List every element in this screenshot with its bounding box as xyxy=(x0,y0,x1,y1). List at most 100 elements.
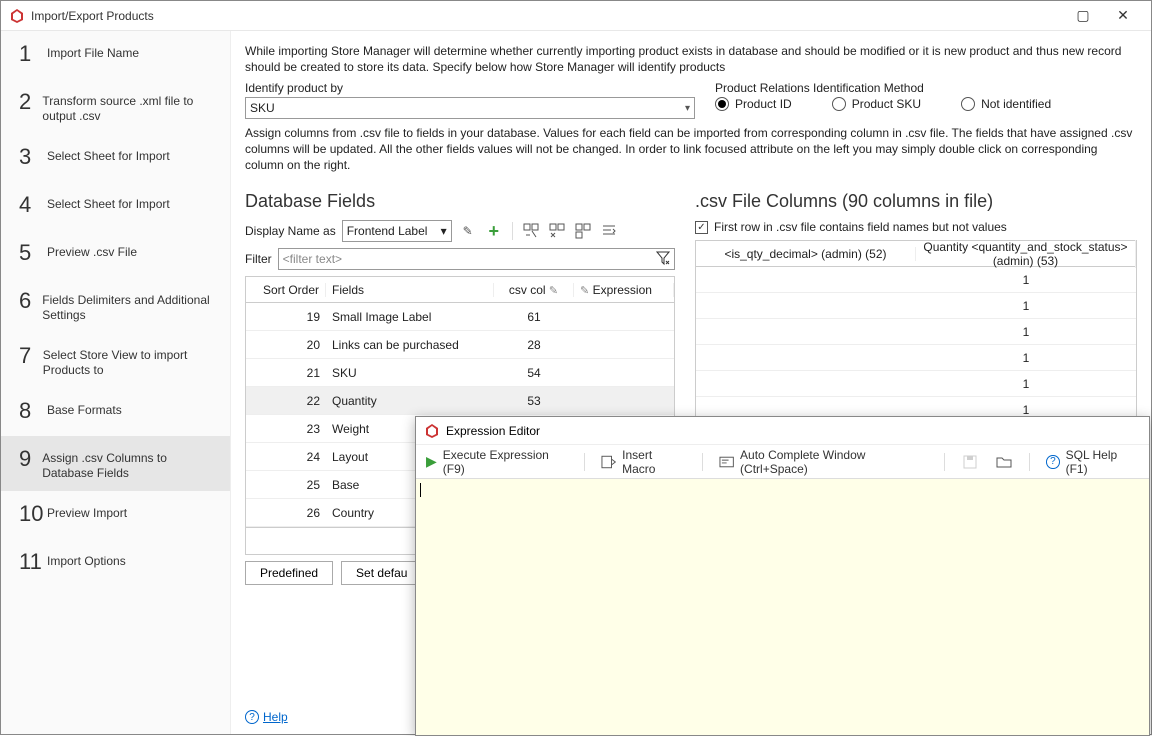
pencil-icon: ✎ xyxy=(549,285,558,297)
step-number: 4 xyxy=(19,192,47,218)
filter-placeholder: <filter text> xyxy=(283,252,342,266)
display-name-combo[interactable]: Frontend Label ▾ xyxy=(342,220,452,242)
help-icon: ? xyxy=(1046,455,1059,469)
step-number: 1 xyxy=(19,41,47,67)
col-sort-order[interactable]: Sort Order xyxy=(246,283,326,297)
folder-open-icon[interactable] xyxy=(994,452,1013,472)
table-row[interactable]: 20Links can be purchased28 xyxy=(246,331,674,359)
set-default-button[interactable]: Set defau xyxy=(341,561,422,585)
tool-icon-1[interactable] xyxy=(521,221,541,241)
filter-input[interactable]: <filter text> xyxy=(278,248,675,270)
col-csv: csv col ✎ xyxy=(494,283,574,297)
csv-row[interactable]: 1 xyxy=(696,345,1136,371)
step-1[interactable]: 1Import File Name xyxy=(1,31,230,79)
save-icon[interactable] xyxy=(961,452,980,472)
step-2[interactable]: 2Transform source .xml file to output .c… xyxy=(1,79,230,134)
relations-label: Product Relations Identification Method xyxy=(715,81,1137,95)
separator xyxy=(584,453,585,471)
funnel-icon xyxy=(656,251,670,268)
help-icon: ? xyxy=(245,710,259,724)
checkbox-icon: ✓ xyxy=(695,221,708,234)
radio-icon xyxy=(832,97,846,111)
autocomplete-icon xyxy=(719,454,734,470)
plus-icon[interactable]: + xyxy=(484,221,504,241)
csv-col-header-2[interactable]: Quantity <quantity_and_stock_status> (ad… xyxy=(916,240,1136,268)
macro-icon xyxy=(601,454,616,470)
step-label: Base Formats xyxy=(47,398,122,418)
csv-row[interactable]: 1 xyxy=(696,293,1136,319)
step-5[interactable]: 5Preview .csv File xyxy=(1,230,230,278)
execute-expression-button[interactable]: ▶ Execute Expression (F9) xyxy=(426,448,568,476)
table-row[interactable]: 22Quantity53 xyxy=(246,387,674,415)
identify-by-value: SKU xyxy=(250,101,275,115)
tool-icon-2[interactable] xyxy=(547,221,567,241)
autocomplete-button[interactable]: Auto Complete Window (Ctrl+Space) xyxy=(719,448,928,476)
step-label: Fields Delimiters and Additional Setting… xyxy=(42,288,220,323)
help-link[interactable]: ? Help xyxy=(245,710,288,724)
steps-sidebar: 1Import File Name2Transform source .xml … xyxy=(1,31,231,734)
separator xyxy=(1029,453,1030,471)
step-label: Select Sheet for Import xyxy=(47,192,170,212)
tool-icon-4[interactable] xyxy=(599,221,619,241)
insert-macro-button[interactable]: Insert Macro xyxy=(601,448,686,476)
step-number: 3 xyxy=(19,144,47,170)
radio-product-id[interactable]: Product ID xyxy=(715,97,792,111)
step-number: 11 xyxy=(19,549,47,575)
tool-icon-3[interactable] xyxy=(573,221,593,241)
step-11[interactable]: 11Import Options xyxy=(1,539,230,587)
app-icon xyxy=(9,8,25,24)
step-label: Select Sheet for Import xyxy=(47,144,170,164)
identify-by-label: Identify product by xyxy=(245,81,695,95)
filter-label: Filter xyxy=(245,252,272,266)
step-9[interactable]: 9Assign .csv Columns to Database Fields xyxy=(1,436,230,491)
col-expression: ✎ Expression xyxy=(574,283,674,297)
play-icon: ▶ xyxy=(426,453,437,470)
help-label: Help xyxy=(263,710,288,724)
identify-by-combo[interactable]: SKU ▾ xyxy=(245,97,695,119)
sql-help-button[interactable]: ? SQL Help (F1) xyxy=(1046,448,1139,476)
step-label: Preview .csv File xyxy=(47,240,137,260)
display-name-value: Frontend Label xyxy=(347,224,428,238)
table-row[interactable]: 19Small Image Label61 xyxy=(246,303,674,331)
step-8[interactable]: 8Base Formats xyxy=(1,388,230,436)
expression-editor-popup: Expression Editor ▶ Execute Expression (… xyxy=(415,416,1150,736)
first-row-label: First row in .csv file contains field na… xyxy=(714,220,1007,234)
first-row-checkbox[interactable]: ✓ First row in .csv file contains field … xyxy=(695,220,1137,234)
assign-text: Assign columns from .csv file to fields … xyxy=(245,125,1137,173)
radio-not-identified[interactable]: Not identified xyxy=(961,97,1051,111)
step-number: 10 xyxy=(19,501,47,527)
step-7[interactable]: 7Select Store View to import Products to xyxy=(1,333,230,388)
csv-row[interactable]: 1 xyxy=(696,371,1136,397)
edit-icon[interactable]: ✎ xyxy=(458,221,478,241)
app-icon xyxy=(424,423,440,439)
step-number: 9 xyxy=(19,446,42,472)
step-label: Import File Name xyxy=(47,41,139,61)
step-3[interactable]: 3Select Sheet for Import xyxy=(1,134,230,182)
col-fields[interactable]: Fields xyxy=(326,283,494,297)
csv-row[interactable]: 1 xyxy=(696,267,1136,293)
step-number: 8 xyxy=(19,398,47,424)
csv-columns-heading: .csv File Columns (90 columns in file) xyxy=(695,191,1137,212)
separator xyxy=(702,453,703,471)
csv-col-header-1[interactable]: <is_qty_decimal> (admin) (52) xyxy=(696,247,916,261)
csv-row[interactable]: 1 xyxy=(696,319,1136,345)
db-fields-heading: Database Fields xyxy=(245,191,675,212)
predefined-button[interactable]: Predefined xyxy=(245,561,333,585)
step-4[interactable]: 4Select Sheet for Import xyxy=(1,182,230,230)
step-label: Select Store View to import Products to xyxy=(43,343,220,378)
step-10[interactable]: 10Preview Import xyxy=(1,491,230,539)
step-label: Assign .csv Columns to Database Fields xyxy=(42,446,220,481)
maximize-button[interactable]: ▢ xyxy=(1063,7,1103,24)
step-number: 2 xyxy=(19,89,42,115)
table-row[interactable]: 21SKU54 xyxy=(246,359,674,387)
expression-textarea[interactable] xyxy=(416,479,1149,735)
radio-product-sku[interactable]: Product SKU xyxy=(832,97,921,111)
step-6[interactable]: 6Fields Delimiters and Additional Settin… xyxy=(1,278,230,333)
step-label: Import Options xyxy=(47,549,126,569)
step-number: 7 xyxy=(19,343,43,369)
close-button[interactable]: ✕ xyxy=(1103,7,1143,24)
display-name-label: Display Name as xyxy=(245,224,336,238)
step-number: 6 xyxy=(19,288,42,314)
chevron-down-icon: ▾ xyxy=(441,224,447,238)
separator xyxy=(944,453,945,471)
